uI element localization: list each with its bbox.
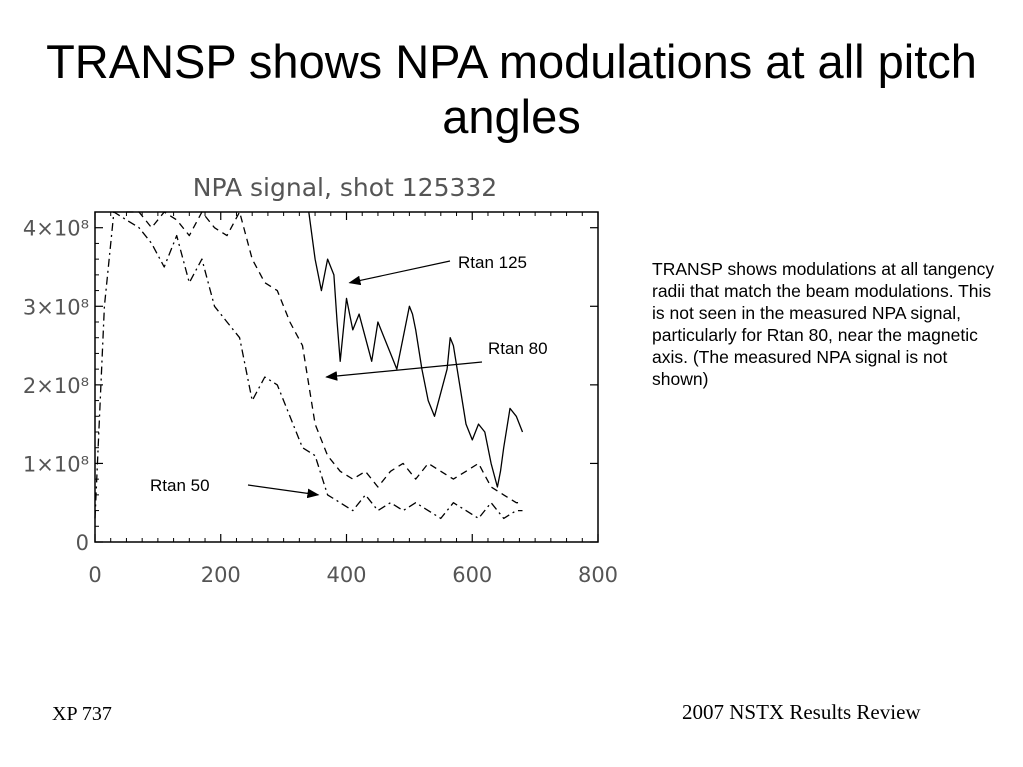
y-tick-label: 4×10⁸ xyxy=(23,217,89,241)
y-tick-label: 2×10⁸ xyxy=(23,374,89,398)
y-tick-label: 3×10⁸ xyxy=(23,295,89,319)
annotation-layer: Rtan 125 Rtan 80 Rtan 50 xyxy=(150,253,548,499)
series-line-rtan-80 xyxy=(126,211,523,504)
annotation-arrow xyxy=(325,361,483,381)
footer-review: 2007 NSTX Results Review xyxy=(682,700,921,724)
y-tick-label: 0 xyxy=(76,531,89,555)
annotation-arrow xyxy=(247,484,320,499)
annotation-arrow xyxy=(348,260,451,286)
x-tick-label: 0 xyxy=(88,563,101,587)
footer-xp: XP 737 xyxy=(52,703,112,725)
explanation-note: TRANSP shows modulations at all tangency… xyxy=(652,259,995,389)
x-tick-label: 600 xyxy=(452,563,492,587)
x-tick-label: 200 xyxy=(201,563,241,587)
annotation-label: Rtan 50 xyxy=(150,476,210,495)
slide-title: TRANSP shows NPA modulations at all pitc… xyxy=(46,35,977,143)
annotation-label: Rtan 80 xyxy=(488,339,548,358)
series-line-rtan-50 xyxy=(94,211,523,520)
x-tick-label: 800 xyxy=(578,563,618,587)
series-line-rtan-125 xyxy=(308,211,524,488)
axis-ticks: 0 200 400 600 800 0 1×10⁸ 2×10⁸ 3×10⁸ 4×10⁸ xyxy=(23,212,618,587)
npa-signal-chart: NPA signal, shot 125332 0 200 400 600 800 0 1×… xyxy=(23,173,618,587)
annotation-label: Rtan 125 xyxy=(458,253,527,272)
series-layer xyxy=(94,211,524,520)
y-tick-label: 1×10⁸ xyxy=(23,452,89,476)
chart-title: NPA signal, shot 125332 xyxy=(193,173,497,202)
x-tick-label: 400 xyxy=(326,563,366,587)
